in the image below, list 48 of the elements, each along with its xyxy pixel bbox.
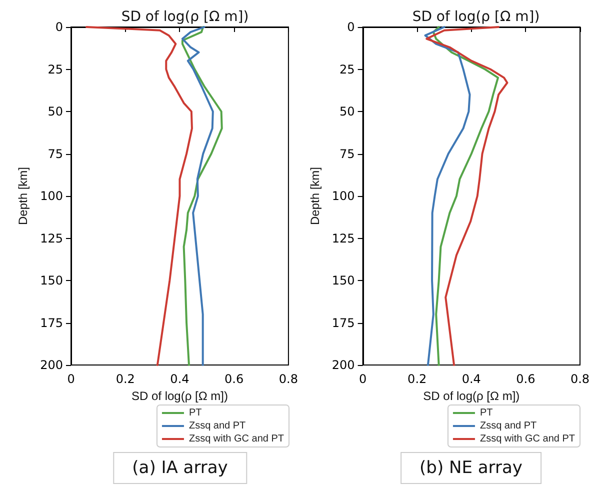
y-tick-label: 25 [340, 62, 355, 76]
y-tick-label: 150 [40, 274, 63, 288]
x-tick-label: 0.8 [570, 372, 590, 386]
y-tick-label: 200 [332, 358, 355, 372]
legend-label: Zssq and PT [188, 420, 246, 432]
chart-title: SD of log(ρ [Ω m]) [121, 9, 249, 25]
legend-label: PT [480, 408, 493, 418]
x-tick-label: 0.4 [462, 372, 481, 386]
x-tick-label: 0.2 [408, 372, 427, 386]
y-tick-label: 50 [48, 104, 63, 118]
y-axis-title: Depth [km] [16, 166, 30, 226]
x-tick-label: 0.8 [278, 372, 298, 386]
x-tick-label: 0.6 [516, 372, 536, 386]
x-tick-label: 0 [67, 372, 75, 386]
x-axis-title: SD of log(ρ [Ω m]) [131, 388, 228, 403]
line-series [181, 26, 223, 366]
line-series [432, 26, 500, 366]
x-axis-title: SD of log(ρ [Ω m]) [423, 388, 520, 403]
y-tick-label: 175 [332, 316, 355, 330]
text: (b) NE array [400, 452, 542, 484]
chart-title: SD of log(ρ [Ω m]) [412, 9, 540, 25]
y-tick-label: 100 [40, 189, 63, 203]
x-tick-label: 0.2 [116, 372, 135, 386]
y-tick-label: 50 [340, 104, 355, 118]
line-series [426, 26, 508, 366]
y-tick-label: 0 [347, 20, 355, 34]
y-tick-label: 75 [340, 146, 355, 161]
legend-label: Zssq with GC and PT [188, 434, 284, 444]
y-tick-label: 0 [55, 20, 63, 34]
line-series [181, 26, 214, 366]
y-tick-label: 25 [48, 62, 63, 76]
y-axis-title: Depth [km] [308, 166, 322, 226]
x-tick-label: 0.6 [224, 372, 244, 386]
y-tick-label: 200 [40, 358, 63, 372]
legend-label: Zssq with GC and PT [480, 434, 575, 444]
y-tick-label: 100 [332, 189, 355, 203]
line-series [85, 26, 193, 366]
x-tick-label: 0.4 [170, 372, 190, 386]
y-tick-label: 75 [48, 146, 63, 161]
legend-label: Zssq and PT [480, 420, 537, 432]
y-tick-label: 125 [332, 231, 355, 246]
y-tick-label: 150 [332, 274, 355, 288]
text: (a) IA array [113, 452, 247, 484]
legend-label: PT [188, 408, 202, 418]
x-tick-label: 0 [358, 372, 367, 386]
y-tick-label: 125 [40, 231, 63, 246]
line-series [424, 26, 471, 366]
y-tick-label: 175 [40, 316, 63, 330]
